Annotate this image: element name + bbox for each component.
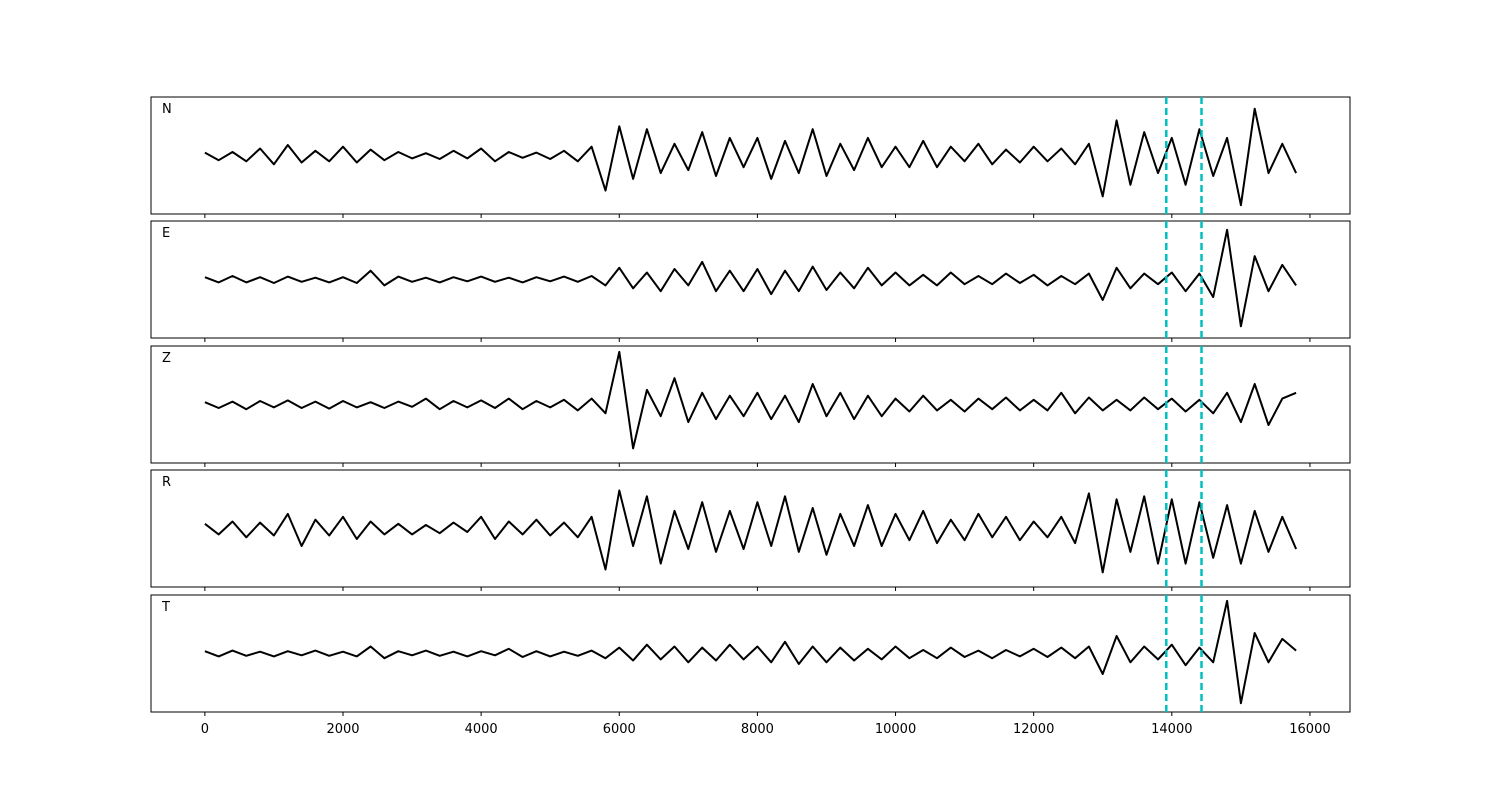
panel-frame	[150, 469, 1351, 588]
x-tick-label: 0	[201, 722, 209, 737]
trace	[204, 107, 1298, 207]
panel-frame	[150, 96, 1351, 215]
panel-label: N	[162, 102, 172, 117]
x-tick-label: 16000	[1289, 722, 1330, 737]
x-tick-label: 10000	[875, 722, 916, 737]
panel-frame	[150, 594, 1351, 713]
trace	[204, 350, 1297, 450]
x-tick-label: 12000	[1013, 722, 1054, 737]
panel-label: T	[161, 600, 170, 615]
x-tick-label: 8000	[741, 722, 774, 737]
x-tick-label: 6000	[603, 722, 636, 737]
x-tick-label: 4000	[465, 722, 498, 737]
panel-frame	[150, 345, 1351, 464]
x-tick-label: 2000	[326, 722, 359, 737]
panel-label: E	[162, 226, 170, 241]
x-tick-label: 14000	[1151, 722, 1192, 737]
trace	[204, 599, 1297, 705]
panel-label: R	[162, 475, 171, 490]
trace	[204, 489, 1298, 574]
trace	[204, 228, 1297, 328]
panel-frame	[150, 220, 1351, 339]
panel-label: Z	[162, 351, 171, 366]
